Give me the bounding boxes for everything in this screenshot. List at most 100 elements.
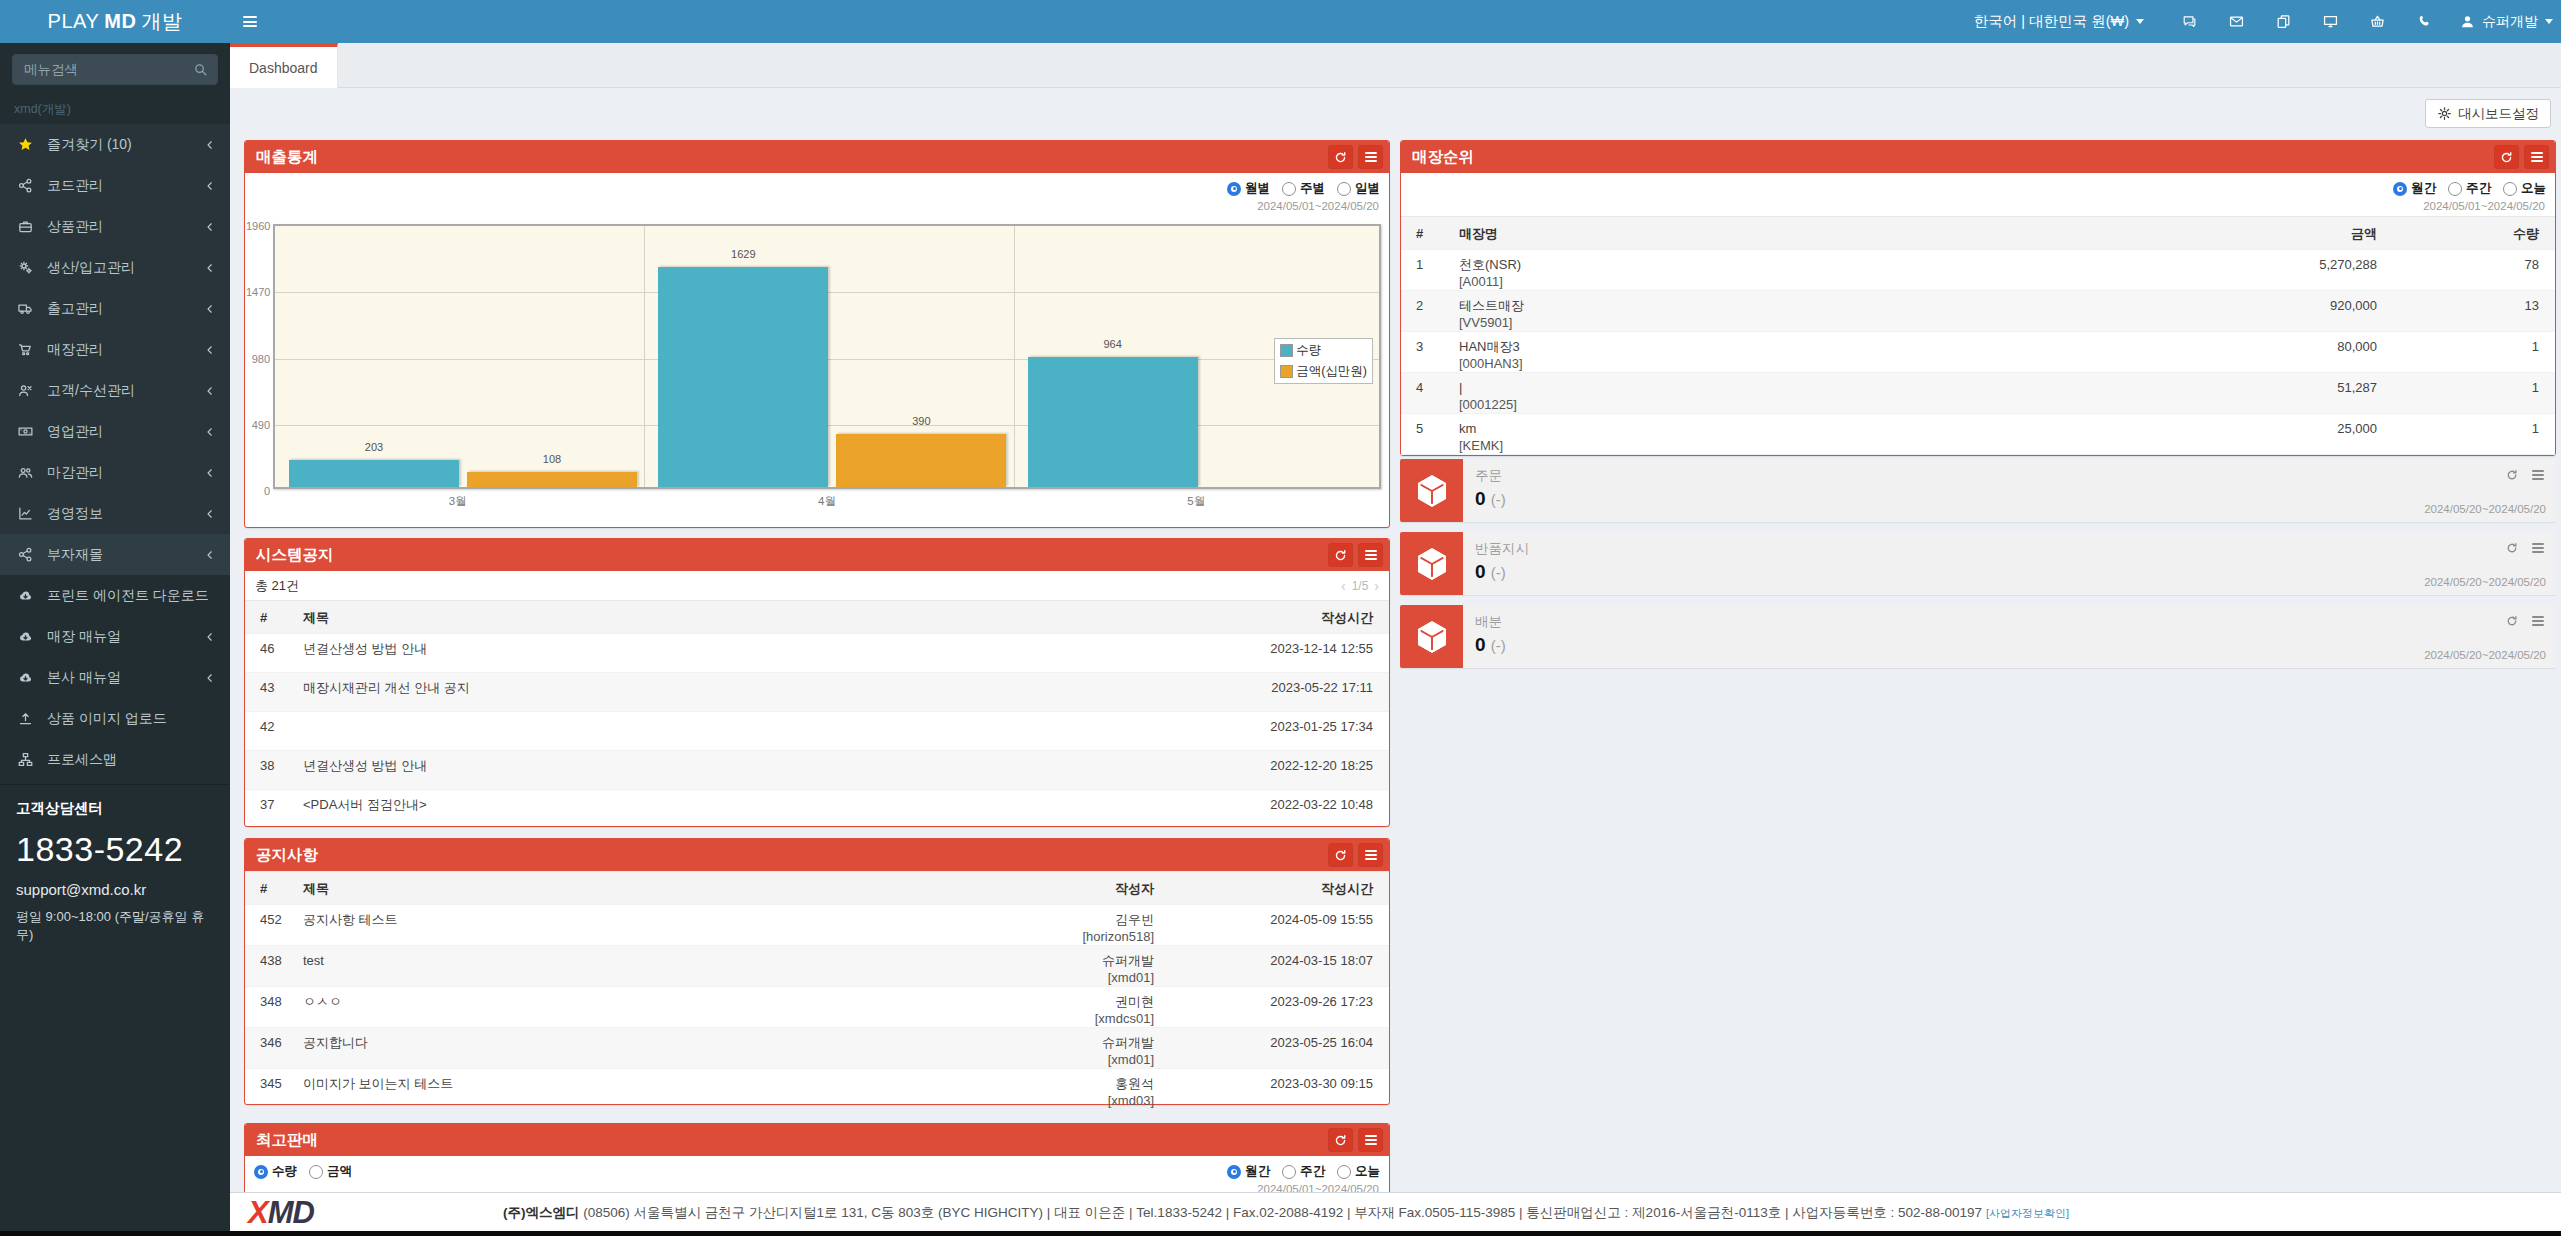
desktop-nav-button[interactable] — [2307, 0, 2354, 43]
bar-금액(십만원) — [836, 434, 1006, 487]
notice-row[interactable]: 346공지합니다슈퍼개발[xmd01]2023-05-25 16:04 — [245, 1028, 1389, 1069]
panel-menu-button[interactable] — [1358, 843, 1383, 867]
radio-주별[interactable]: 주별 — [1282, 180, 1325, 197]
panel-title: 시스템공지 — [256, 545, 334, 566]
sidebar-item[interactable]: 코드관리 — [0, 165, 230, 206]
radio-오늘[interactable]: 오늘 — [1337, 1163, 1380, 1180]
sidebar-item-label: 출고관리 — [47, 300, 103, 318]
sidebar-item-label: 매장관리 — [47, 341, 103, 359]
locale-dropdown[interactable]: 한국어 | 대한민국 원(₩) — [1974, 12, 2144, 31]
radio-주간[interactable]: 주간 — [2448, 180, 2491, 197]
radio-오늘[interactable]: 오늘 — [2503, 180, 2546, 197]
menu-search-input[interactable] — [12, 54, 218, 85]
top-sales-panel: 최고판매 수량금액 월간주간오늘 2024/05/01~2024/05/20 — [244, 1123, 1390, 1192]
refresh-button[interactable] — [1328, 843, 1353, 867]
sidebar-item[interactable]: 즐겨찾기 (10) — [0, 124, 230, 165]
angle-left-icon — [204, 139, 216, 151]
system-notice-row[interactable]: 46년결산생성 방법 안내2023-12-14 12:55 — [245, 634, 1389, 673]
next-page-button[interactable]: › — [1374, 578, 1379, 594]
basket-nav-button[interactable] — [2354, 0, 2401, 43]
date-range-label: 2024/05/01~2024/05/20 — [245, 197, 1389, 212]
refresh-button[interactable] — [1328, 145, 1353, 169]
radio-금액[interactable]: 금액 — [309, 1163, 352, 1180]
search-icon — [193, 62, 208, 77]
radio-월간[interactable]: 월간 — [2393, 180, 2436, 197]
panel-menu-button[interactable] — [1358, 1128, 1383, 1152]
user-menu[interactable]: 슈퍼개발 — [2460, 13, 2553, 31]
envelope-nav-button[interactable] — [2213, 0, 2260, 43]
refresh-button[interactable] — [2494, 145, 2519, 169]
sidebar-item[interactable]: 출고관리 — [0, 288, 230, 329]
sidebar-toggle-button[interactable] — [243, 0, 257, 43]
angle-left-icon — [204, 303, 216, 315]
refresh-button[interactable] — [2502, 611, 2522, 631]
sidebar-item-label: 생산/입고관리 — [47, 259, 135, 277]
info-box-배분: 배분0 (-)2024/05/20~2024/05/20 — [1400, 605, 2556, 668]
notice-row[interactable]: 348ㅇㅅㅇ권미현[xmdcs01]2023-09-26 17:23 — [245, 987, 1389, 1028]
radio-수량[interactable]: 수량 — [254, 1163, 297, 1180]
panel-title: 매출통계 — [256, 147, 318, 168]
radio-월별[interactable]: 월별 — [1227, 180, 1270, 197]
system-notice-row[interactable]: 422023-01-25 17:34 — [245, 712, 1389, 751]
sidebar-menu: 즐겨찾기 (10)코드관리상품관리생산/입고관리출고관리매장관리고객/수선관리영… — [0, 124, 230, 575]
refresh-button[interactable] — [1328, 543, 1353, 567]
panel-menu-button[interactable] — [2528, 465, 2548, 485]
cloud-download-icon — [18, 629, 34, 644]
user-x-icon — [18, 383, 34, 398]
notice-row[interactable]: 452공지사항 테스트김우빈[horizon518]2024-05-09 15:… — [245, 905, 1389, 946]
sidebar: xmd(개발) 즐겨찾기 (10)코드관리상품관리생산/입고관리출고관리매장관리… — [0, 43, 230, 1231]
angle-left-icon — [204, 549, 216, 561]
system-notice-row[interactable]: 37<PDA서버 점검안내>2022-03-22 10:48 — [245, 790, 1389, 829]
sidebar-item[interactable]: 프로세스맵 — [0, 739, 230, 780]
sidebar-item[interactable]: 매장관리 — [0, 329, 230, 370]
phone-nav-button[interactable] — [2401, 0, 2448, 43]
sidebar-item[interactable]: 상품관리 — [0, 206, 230, 247]
info-box-value: 0 (-) — [1475, 634, 2544, 656]
sidebar-item[interactable]: 마감관리 — [0, 452, 230, 493]
sidebar-item[interactable]: 생산/입고관리 — [0, 247, 230, 288]
panel-menu-button[interactable] — [2528, 538, 2548, 558]
dashboard-settings-button[interactable]: 대시보드설정 — [2425, 99, 2551, 128]
notice-row[interactable]: 438test슈퍼개발[xmd01]2024-03-15 18:07 — [245, 946, 1389, 987]
refresh-button[interactable] — [2502, 538, 2522, 558]
system-notice-row[interactable]: 38년결산생성 방법 안내2022-12-20 18:25 — [245, 751, 1389, 790]
top-navbar: PLAYMD개발 한국어 | 대한민국 원(₩) 슈퍼개발 — [0, 0, 2561, 43]
angle-left-icon — [204, 508, 216, 520]
bar-금액(십만원) — [467, 472, 637, 487]
system-notice-panel: 시스템공지 총 21건 ‹ 1/5 › #제목작성시간46년결산생성 방법 안내… — [244, 538, 1390, 827]
notice-row[interactable]: 345이미지가 보이는지 테스트홍원석[xmd03]2023-03-30 09:… — [245, 1069, 1389, 1110]
comments-nav-button[interactable] — [2166, 0, 2213, 43]
radio-주간[interactable]: 주간 — [1282, 1163, 1325, 1180]
refresh-button[interactable] — [1328, 1128, 1353, 1152]
y-tick-label: 490 — [246, 419, 270, 431]
sidebar-item[interactable]: 고객/수선관리 — [0, 370, 230, 411]
sidebar-item[interactable]: 프린트 에이전트 다운로드 — [0, 575, 230, 616]
panel-menu-button[interactable] — [1358, 543, 1383, 567]
y-tick-label: 1470 — [246, 286, 270, 298]
bar-value-label: 203 — [289, 441, 459, 453]
sidebar-item-label: 영업관리 — [47, 423, 103, 441]
radio-일별[interactable]: 일별 — [1337, 180, 1380, 197]
app-logo[interactable]: PLAYMD개발 — [0, 0, 230, 43]
sidebar-item[interactable]: 상품 이미지 업로드 — [0, 698, 230, 739]
panel-menu-button[interactable] — [1358, 145, 1383, 169]
system-notice-row[interactable]: 43매장시재관리 개선 안내 공지2023-05-22 17:11 — [245, 673, 1389, 712]
business-info-link[interactable]: [사업자정보확인] — [1986, 1207, 2069, 1219]
search-icon[interactable] — [193, 62, 208, 77]
sidebar-item[interactable]: 영업관리 — [0, 411, 230, 452]
store-rank-row: 1천호(NSR)[A0011]5,270,28878 — [1401, 250, 2555, 291]
copy-nav-button[interactable] — [2260, 0, 2307, 43]
radio-월간[interactable]: 월간 — [1227, 1163, 1270, 1180]
panel-menu-button[interactable] — [2528, 611, 2548, 631]
total-count-label: 총 21건 — [255, 577, 299, 595]
sidebar-item[interactable]: 본사 매뉴얼 — [0, 657, 230, 698]
refresh-button[interactable] — [2502, 465, 2522, 485]
tab-dashboard[interactable]: Dashboard — [230, 43, 338, 88]
prev-page-button[interactable]: ‹ — [1341, 578, 1346, 594]
panel-menu-button[interactable] — [2524, 145, 2549, 169]
sidebar-item[interactable]: 부자재몰 — [0, 534, 230, 575]
sidebar-item[interactable]: 경영정보 — [0, 493, 230, 534]
sidebar-item[interactable]: 매장 매뉴얼 — [0, 616, 230, 657]
bar-수량 — [658, 267, 828, 487]
store-rank-row: 5km[KEMK]25,0001 — [1401, 414, 2555, 455]
